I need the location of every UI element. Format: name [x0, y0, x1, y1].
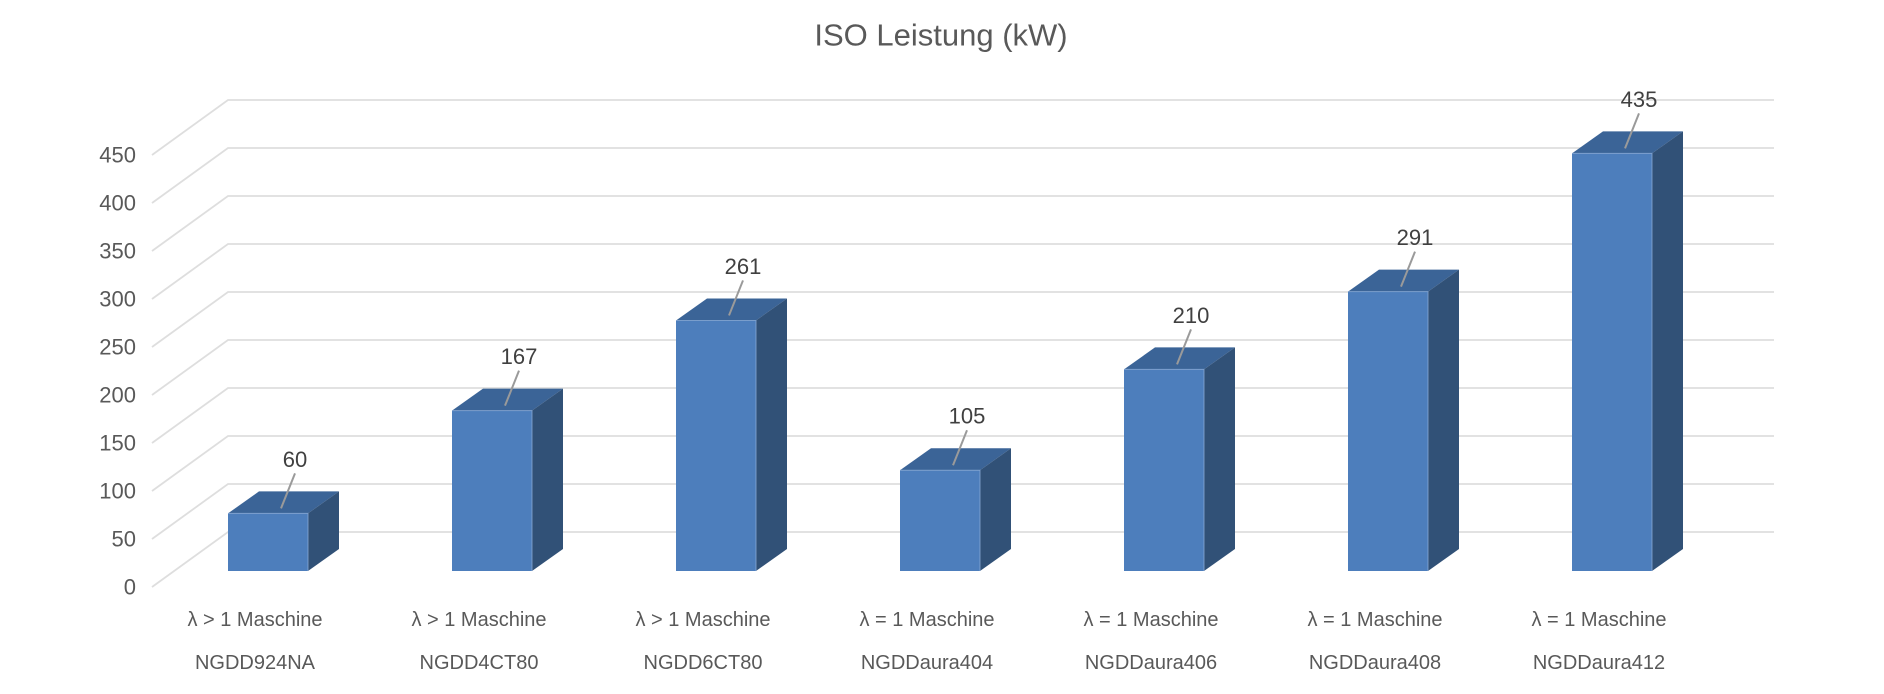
y-gridline: [151, 291, 1774, 348]
bar-data-label: 167: [501, 344, 538, 369]
y-axis-tick-label: 350: [99, 239, 136, 264]
bars-layer: [228, 131, 1683, 571]
bar-side-face: [756, 298, 787, 571]
category-name-label: NGDDaura408: [1309, 652, 1441, 674]
bar-column: [452, 388, 563, 571]
category-name-label: NGDDaura412: [1533, 652, 1665, 674]
data-label-leader-line: [952, 429, 968, 466]
y-axis-tick-label: 450: [99, 143, 136, 168]
bar-front-face: [452, 410, 532, 571]
category-name-label: NGDD4CT80: [420, 652, 539, 674]
bar-edge-highlight: [1348, 291, 1429, 571]
y-axis-tick-label: 250: [99, 335, 136, 360]
bar-edge-highlight: [1572, 152, 1653, 571]
data-label-leader-line: [728, 280, 744, 316]
category-group-label: λ = 1 Maschine: [1531, 609, 1666, 631]
y-axis-tick-label: 400: [99, 191, 136, 216]
bar-side-face: [1204, 347, 1235, 571]
y-axis-tick-label: 300: [99, 287, 136, 312]
bar-front-face: [1572, 153, 1652, 571]
category-group-label: λ = 1 Maschine: [1083, 609, 1218, 631]
bar-column: [228, 491, 339, 571]
annotations-layer: 60 167 261 105 210 291 435 λ > 1 Maschine NGDD92…: [187, 87, 1666, 674]
bar-front-face: [1124, 369, 1204, 571]
data-label-leader-line: [1624, 113, 1640, 149]
category-group-label: λ > 1 Maschine: [187, 609, 322, 631]
category-group-label: λ = 1 Maschine: [1307, 609, 1442, 631]
category-name-label: NGDDaura404: [861, 652, 993, 674]
category-group-label: λ = 1 Maschine: [859, 609, 994, 631]
y-axis-tick-label: 50: [112, 527, 136, 552]
bar-edge-highlight: [676, 319, 757, 571]
data-label-leader-line: [1176, 329, 1192, 365]
y-gridline: [151, 99, 1774, 156]
bar-side-face: [980, 448, 1011, 571]
y-gridline: [151, 435, 1774, 492]
category-name-label: NGDD924NA: [195, 652, 316, 674]
y-gridline: [151, 195, 1774, 252]
bar-front-face: [900, 470, 980, 571]
bar-front-face: [228, 513, 308, 571]
y-gridline: [151, 147, 1774, 204]
bar-column: [1124, 347, 1235, 571]
data-label-leader-line: [504, 370, 520, 407]
data-label-leader-line: [280, 473, 296, 509]
y-gridline: [151, 243, 1774, 300]
bar-edge-highlight: [452, 410, 533, 571]
bar-side-face: [1428, 269, 1459, 571]
bar-column: [1348, 269, 1459, 571]
bar-front-face: [676, 320, 756, 571]
bar-data-label: 60: [283, 447, 307, 472]
bar-column: [1572, 131, 1683, 571]
bar-data-label: 291: [1397, 225, 1434, 250]
bar-data-label: 105: [949, 404, 986, 429]
bar-side-face: [308, 491, 339, 571]
y-gridline: [151, 483, 1774, 540]
y-axis-tick-label: 0: [124, 575, 136, 600]
bar-data-label: 210: [1173, 303, 1210, 328]
bar-data-label: 435: [1621, 87, 1658, 112]
bar-side-face: [1652, 131, 1683, 571]
y-gridline: [151, 387, 1774, 444]
bar-front-face: [1348, 291, 1428, 571]
chart-title: ISO Leistung (kW): [814, 18, 1067, 53]
data-label-leader-line: [1400, 251, 1416, 288]
gridlines-layer: 0 50 100 150 200 250 300 350 400 450: [99, 99, 1774, 600]
bar-column: [676, 298, 787, 571]
bar-data-label: 261: [725, 254, 762, 279]
y-axis-tick-label: 100: [99, 479, 136, 504]
bar-edge-highlight: [1124, 368, 1205, 571]
y-axis-tick-label: 200: [99, 383, 136, 408]
bar-side-face: [532, 388, 563, 571]
bar-edge-highlight: [228, 512, 309, 571]
y-gridline: [151, 339, 1774, 396]
category-group-label: λ > 1 Maschine: [635, 609, 770, 631]
bar-edge-highlight: [900, 469, 981, 571]
y-axis-tick-label: 150: [99, 431, 136, 456]
category-group-label: λ > 1 Maschine: [411, 609, 546, 631]
bar-column: [900, 448, 1011, 571]
category-name-label: NGDD6CT80: [644, 652, 763, 674]
category-name-label: NGDDaura406: [1085, 652, 1217, 674]
